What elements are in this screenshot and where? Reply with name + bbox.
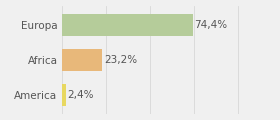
Text: 74,4%: 74,4% (194, 20, 227, 30)
Text: 2,4%: 2,4% (67, 90, 94, 100)
Bar (62, 84, 66, 106)
Bar (62, 14, 193, 36)
Bar (62, 49, 102, 71)
Text: 23,2%: 23,2% (104, 55, 137, 65)
